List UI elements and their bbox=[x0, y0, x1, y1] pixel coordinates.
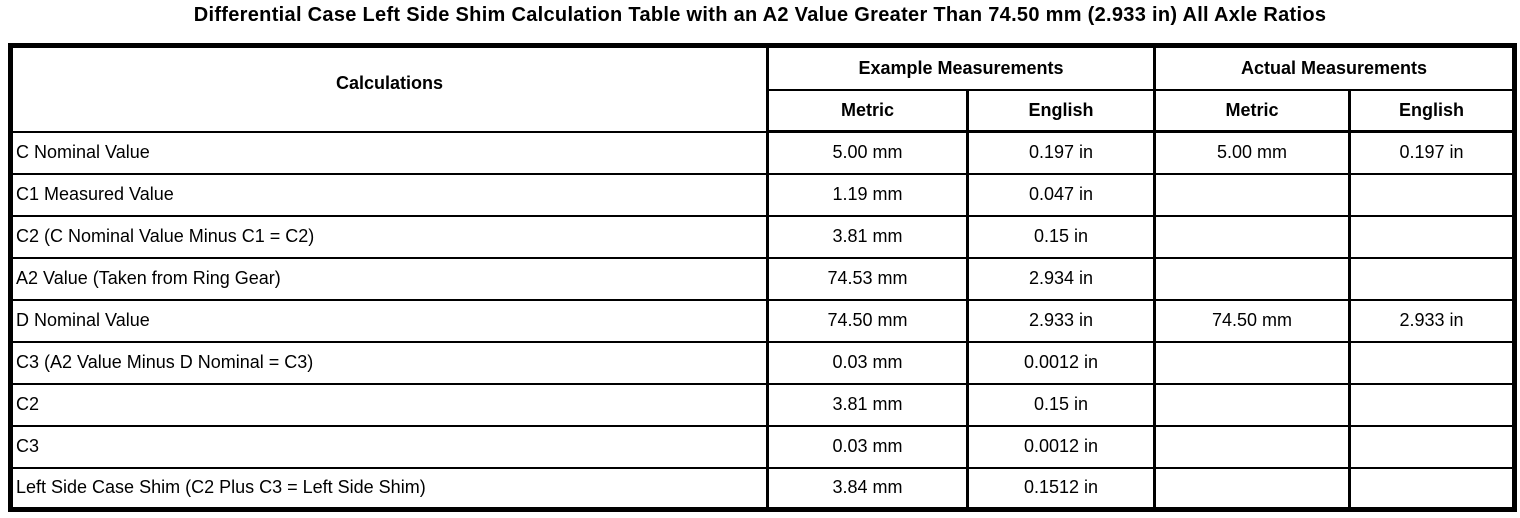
table-body: C Nominal Value 5.00 mm 0.197 in 5.00 mm… bbox=[9, 130, 1517, 511]
example-metric-value: 74.53 mm bbox=[766, 256, 969, 301]
column-group-example-measurements: Example Measurements bbox=[766, 44, 1156, 91]
column-header-calculations: Calculations bbox=[9, 44, 769, 133]
example-metric-value: 5.00 mm bbox=[766, 130, 969, 175]
column-header-example-english: English bbox=[966, 88, 1156, 133]
calculation-label: C3 (A2 Value Minus D Nominal = C3) bbox=[9, 340, 769, 385]
example-metric-value: 74.50 mm bbox=[766, 298, 969, 343]
page-title: Differential Case Left Side Shim Calcula… bbox=[193, 4, 1327, 26]
calculation-label: C1 Measured Value bbox=[9, 172, 769, 217]
actual-english-value: 2.933 in bbox=[1347, 298, 1517, 343]
table-row: D Nominal Value 74.50 mm 2.933 in 74.50 … bbox=[9, 298, 1517, 343]
example-english-value: 0.047 in bbox=[966, 172, 1156, 217]
example-english-value: 0.197 in bbox=[966, 130, 1156, 175]
actual-metric-value bbox=[1153, 256, 1351, 301]
actual-english-value: 0.197 in bbox=[1347, 130, 1517, 175]
actual-english-value bbox=[1347, 214, 1517, 259]
column-header-example-metric: Metric bbox=[766, 88, 969, 133]
example-english-value: 0.1512 in bbox=[966, 466, 1156, 511]
example-metric-value: 3.81 mm bbox=[766, 214, 969, 259]
actual-english-value bbox=[1347, 424, 1517, 469]
example-metric-value: 0.03 mm bbox=[766, 340, 969, 385]
table-row: C1 Measured Value 1.19 mm 0.047 in bbox=[9, 172, 1517, 217]
actual-english-value bbox=[1347, 466, 1517, 511]
example-metric-value: 1.19 mm bbox=[766, 172, 969, 217]
table-header: Calculations Example Measurements Actual… bbox=[9, 44, 1517, 133]
actual-english-value bbox=[1347, 172, 1517, 217]
example-english-value: 2.933 in bbox=[966, 298, 1156, 343]
table-row: C Nominal Value 5.00 mm 0.197 in 5.00 mm… bbox=[9, 130, 1517, 175]
example-english-value: 2.934 in bbox=[966, 256, 1156, 301]
table-row: C3 (A2 Value Minus D Nominal = C3) 0.03 … bbox=[9, 340, 1517, 385]
calculation-label: C2 bbox=[9, 382, 769, 427]
example-metric-value: 3.81 mm bbox=[766, 382, 969, 427]
column-header-actual-metric: Metric bbox=[1153, 88, 1351, 133]
calculation-label: Left Side Case Shim (C2 Plus C3 = Left S… bbox=[9, 466, 769, 511]
actual-metric-value bbox=[1153, 382, 1351, 427]
example-english-value: 0.15 in bbox=[966, 214, 1156, 259]
shim-calculation-table: Calculations Example Measurements Actual… bbox=[8, 43, 1518, 512]
table-row: C3 0.03 mm 0.0012 in bbox=[9, 424, 1517, 469]
calculation-label: C3 bbox=[9, 424, 769, 469]
header-unit-row: Metric English Metric English bbox=[11, 88, 1517, 133]
header-group-row: Calculations Example Measurements Actual… bbox=[9, 44, 1517, 133]
actual-english-value bbox=[1347, 256, 1517, 301]
actual-metric-value bbox=[1153, 214, 1351, 259]
calculation-label: A2 Value (Taken from Ring Gear) bbox=[9, 256, 769, 301]
actual-metric-value bbox=[1153, 466, 1351, 511]
actual-metric-value bbox=[1153, 172, 1351, 217]
table-row: A2 Value (Taken from Ring Gear) 74.53 mm… bbox=[9, 256, 1517, 301]
actual-english-value bbox=[1347, 340, 1517, 385]
table-row: C2 3.81 mm 0.15 in bbox=[9, 382, 1517, 427]
calculation-label: C Nominal Value bbox=[9, 130, 769, 175]
calculation-label: D Nominal Value bbox=[9, 298, 769, 343]
actual-metric-value bbox=[1153, 340, 1351, 385]
actual-metric-value: 5.00 mm bbox=[1153, 130, 1351, 175]
column-header-actual-english: English bbox=[1347, 88, 1517, 133]
calculation-label: C2 (C Nominal Value Minus C1 = C2) bbox=[9, 214, 769, 259]
column-group-actual-measurements: Actual Measurements bbox=[1152, 44, 1517, 91]
table-row: C2 (C Nominal Value Minus C1 = C2) 3.81 … bbox=[9, 214, 1517, 259]
actual-metric-value: 74.50 mm bbox=[1153, 298, 1351, 343]
example-english-value: 0.15 in bbox=[966, 382, 1156, 427]
table-row: Left Side Case Shim (C2 Plus C3 = Left S… bbox=[9, 466, 1517, 511]
example-english-value: 0.0012 in bbox=[966, 424, 1156, 469]
actual-metric-value bbox=[1153, 424, 1351, 469]
example-metric-value: 0.03 mm bbox=[766, 424, 969, 469]
example-english-value: 0.0012 in bbox=[966, 340, 1156, 385]
example-metric-value: 3.84 mm bbox=[766, 466, 969, 511]
actual-english-value bbox=[1347, 382, 1517, 427]
